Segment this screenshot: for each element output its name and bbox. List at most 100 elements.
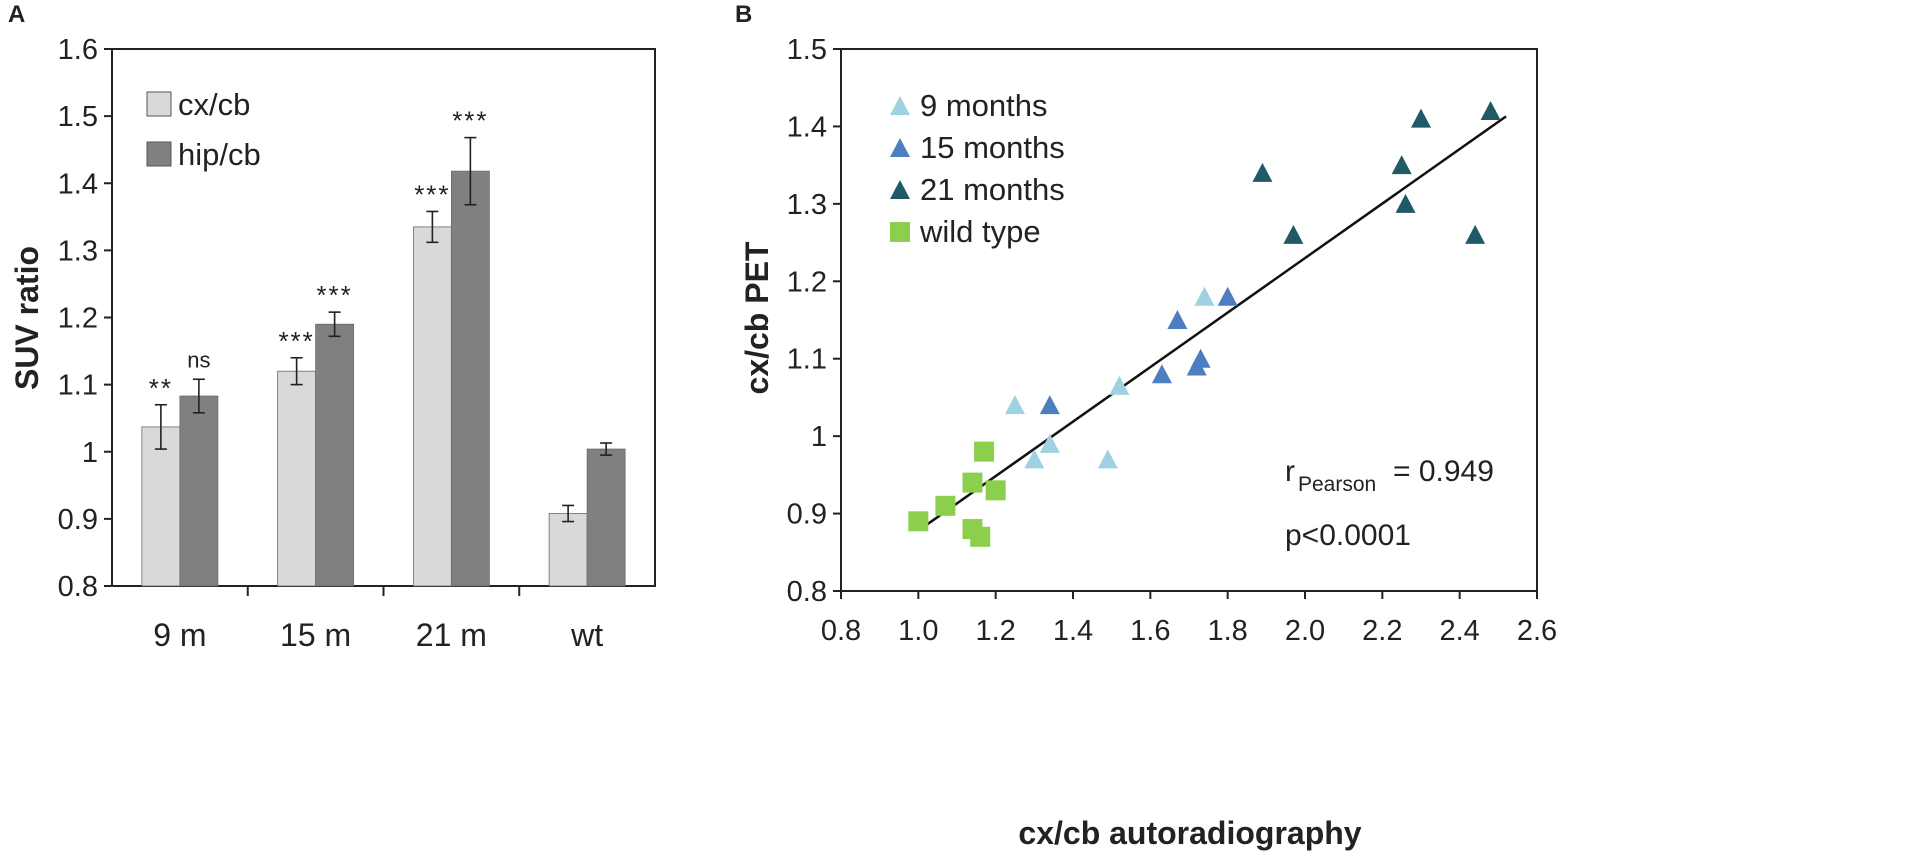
legend-marker xyxy=(890,96,910,115)
y-tick-label: 1.6 xyxy=(58,34,98,66)
y-tick-label: 0.9 xyxy=(58,504,98,536)
significance-label: *** xyxy=(316,280,352,310)
y-tick-label: 1.3 xyxy=(58,235,98,267)
legend-label: wild type xyxy=(919,214,1041,249)
bar xyxy=(586,448,626,587)
panel-b-letter: B xyxy=(735,1,752,28)
x-category-label: 21 m xyxy=(416,617,487,653)
x-tick-label: 2.2 xyxy=(1362,615,1402,647)
data-point xyxy=(1024,449,1045,469)
significance-label: *** xyxy=(278,326,314,356)
wild-type-point xyxy=(970,526,991,547)
panel-b-plot-frame xyxy=(840,48,1538,592)
data-point xyxy=(1167,310,1188,329)
y-tick-label: 1.5 xyxy=(58,101,98,133)
panel-b-x-axis: 0.8 1.0 1.2 1.4 1.6 1.8 2.0 2.2 2.4 2.6 xyxy=(821,591,1557,647)
panel-b-y-axis-label: cx/cb PET xyxy=(739,241,775,394)
x-category-label: 15 m xyxy=(280,617,351,653)
legend-marker xyxy=(890,180,910,199)
wild-type-point xyxy=(974,441,995,462)
data-point xyxy=(1190,348,1211,368)
data-point xyxy=(1411,108,1431,128)
bar xyxy=(179,395,219,587)
x-tick-label: 2.4 xyxy=(1440,615,1480,647)
data-point xyxy=(1395,193,1416,213)
data-point xyxy=(1194,286,1215,306)
data-point xyxy=(1217,286,1238,306)
data-point xyxy=(1039,395,1060,415)
panel-a-letter: A xyxy=(8,1,25,28)
r-value: = 0.949 xyxy=(1393,455,1494,488)
wild-type-point xyxy=(962,472,983,493)
panel-a-legend: cx/cb hip/cb xyxy=(146,87,261,172)
bar xyxy=(450,170,490,587)
data-point xyxy=(1005,395,1025,415)
data-point xyxy=(1465,224,1486,244)
data-point xyxy=(1109,375,1130,395)
legend-marker xyxy=(890,138,910,157)
wild-type-point xyxy=(985,480,1006,501)
data-point xyxy=(1151,364,1172,384)
panel-b-y-axis: 0.8 0.9 1 1.1 1.2 1.3 1.4 1.5 xyxy=(787,34,841,608)
legend-label: 15 months xyxy=(920,130,1065,165)
y-tick-label: 0.8 xyxy=(787,576,827,608)
legend-label: cx/cb xyxy=(178,87,250,122)
x-tick-label: 1.8 xyxy=(1208,615,1248,647)
wild-type-point xyxy=(908,511,929,532)
x-category-label: wt xyxy=(570,617,603,653)
data-point xyxy=(1283,224,1304,244)
x-tick-label: 0.8 xyxy=(821,615,861,647)
y-tick-label: 1.2 xyxy=(787,266,827,298)
panel-a-bars: **ns************ xyxy=(141,106,626,587)
wild-type-point xyxy=(935,495,956,516)
panel-a-y-axis: 0.8 0.9 1 1.1 1.2 1.3 1.4 1.5 1.6 xyxy=(58,34,112,603)
y-tick-label: 1.3 xyxy=(787,189,827,221)
panel-a-y-axis-label: SUV ratio xyxy=(9,246,45,390)
y-tick-label: 0.9 xyxy=(787,499,827,531)
bar xyxy=(277,370,317,587)
y-tick-label: 1.2 xyxy=(58,303,98,335)
y-tick-label: 1 xyxy=(82,437,98,469)
panel-b-points xyxy=(908,100,1501,547)
r-symbol: r xyxy=(1285,455,1295,488)
data-point xyxy=(1480,100,1501,120)
legend-marker xyxy=(890,222,910,242)
y-tick-label: 1.4 xyxy=(787,111,827,143)
legend-swatch xyxy=(146,91,172,117)
bar xyxy=(315,323,355,587)
panel-a-bar-chart: A 0.80.911.11.21.31.41.51.6 **ns********… xyxy=(8,1,656,653)
x-tick-label: 2.6 xyxy=(1517,615,1557,647)
panel-b-scatter-chart: B 0.8 0.9 1 1.1 1.2 1.3 1.4 1.5 0.8 1.0 1.2 1.4 1.6… xyxy=(735,1,1557,851)
significance-label: ns xyxy=(187,347,210,372)
y-tick-label: 1.1 xyxy=(58,370,98,402)
significance-label: *** xyxy=(452,106,488,136)
significance-label: ** xyxy=(149,373,173,403)
data-point xyxy=(1391,155,1412,175)
y-tick-label: 1.4 xyxy=(58,168,98,200)
y-tick-label: 1.1 xyxy=(787,344,827,376)
regression-line xyxy=(925,115,1507,527)
y-tick-label: 1.5 xyxy=(787,34,827,66)
y-tick-label: 1 xyxy=(811,421,827,453)
data-point xyxy=(1252,162,1273,182)
x-tick-label: 1.6 xyxy=(1130,615,1170,647)
panel-b-legend: 9 months 15 months 21 months wild type xyxy=(890,88,1065,249)
legend-label: 9 months xyxy=(920,88,1048,123)
panel-b-x-axis-label: cx/cb autoradiography xyxy=(1018,815,1361,851)
data-point xyxy=(1039,433,1060,453)
data-point xyxy=(1097,449,1118,469)
x-tick-label: 1.2 xyxy=(976,615,1016,647)
x-tick-label: 1.4 xyxy=(1053,615,1093,647)
correlation-stat: r Pearson = 0.949 xyxy=(1285,455,1494,496)
x-category-label: 9 m xyxy=(153,617,206,653)
panel-a-x-axis: 9 m 15 m 21 m wt xyxy=(153,586,603,653)
x-tick-label: 2.0 xyxy=(1285,615,1325,647)
bar xyxy=(141,426,181,587)
r-subscript: Pearson xyxy=(1298,473,1376,496)
p-value: p<0.0001 xyxy=(1285,519,1411,552)
bar xyxy=(548,513,588,587)
legend-label: hip/cb xyxy=(178,137,261,172)
bar xyxy=(412,226,452,587)
legend-swatch xyxy=(146,141,172,167)
